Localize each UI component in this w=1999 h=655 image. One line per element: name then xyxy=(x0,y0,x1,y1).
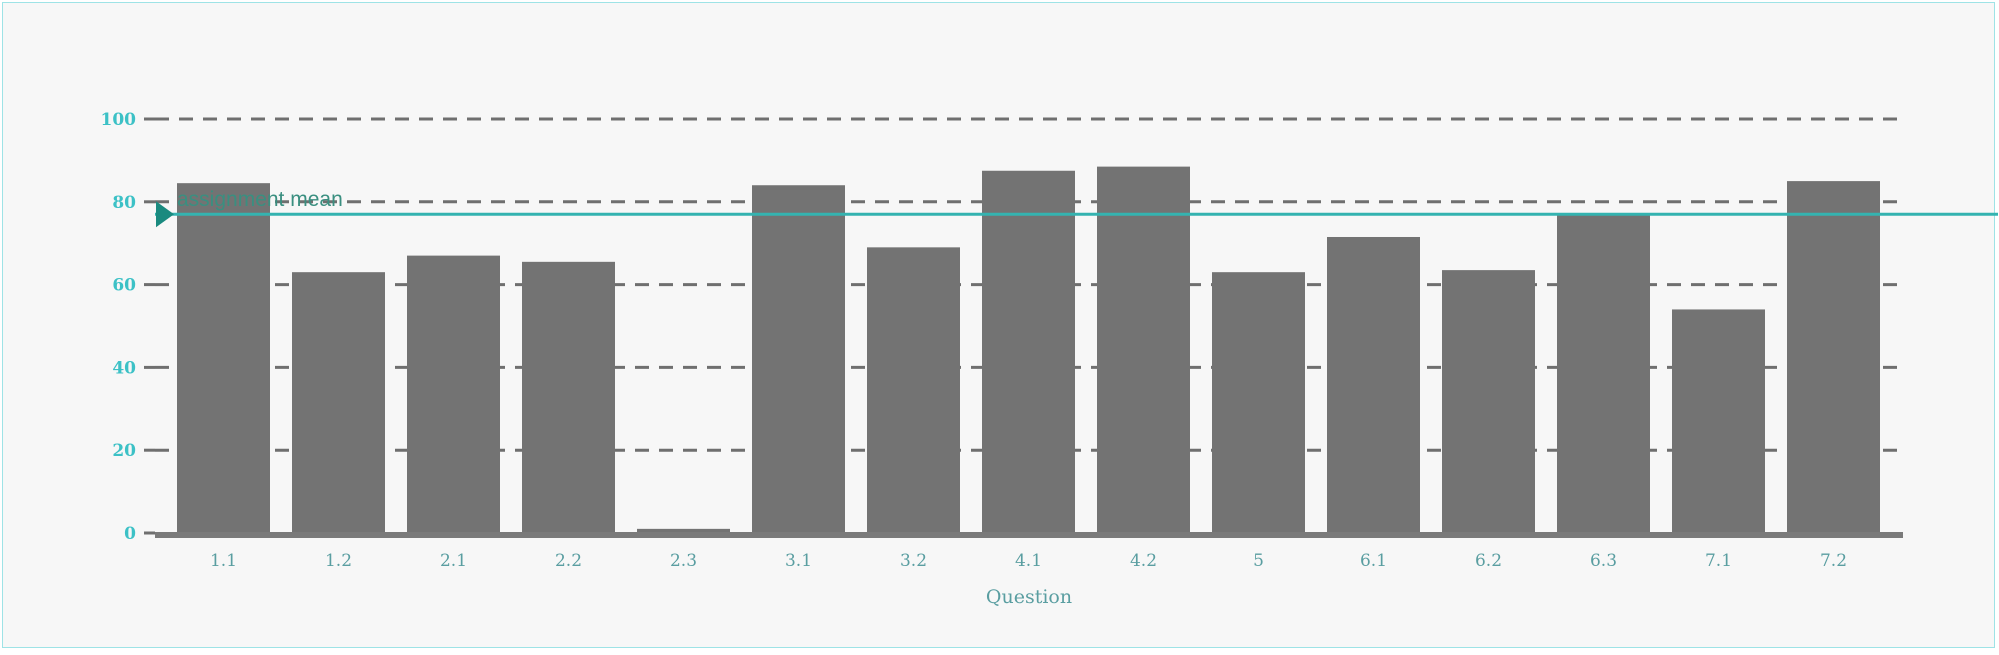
bar xyxy=(522,261,615,533)
y-tick-label: 100 xyxy=(101,110,137,130)
x-tick-label: 5 xyxy=(1253,551,1264,571)
bar xyxy=(292,272,385,533)
y-tick-label: 0 xyxy=(124,524,136,544)
x-tick-label: 1.2 xyxy=(325,551,352,571)
mean-line-label: assignment mean xyxy=(177,188,343,211)
bar xyxy=(752,185,845,534)
bar xyxy=(637,528,730,533)
x-tick-label: 2.3 xyxy=(670,551,697,571)
bar xyxy=(1787,181,1880,533)
bars xyxy=(177,166,1880,534)
x-tick-label: 2.1 xyxy=(440,551,467,571)
y-tick-label: 60 xyxy=(112,276,136,296)
y-tick-label: 80 xyxy=(112,193,136,213)
x-tick-label: 1.1 xyxy=(210,551,237,571)
bar xyxy=(1557,214,1650,533)
bar xyxy=(1672,309,1765,533)
bar xyxy=(1442,270,1535,533)
bar xyxy=(177,183,270,534)
x-tick-label: 3.1 xyxy=(785,551,812,571)
mean-line-group: assignment mean xyxy=(155,188,1998,228)
x-tick-label: 7.1 xyxy=(1705,551,1732,571)
x-tick-label: 6.3 xyxy=(1590,551,1617,571)
bar xyxy=(867,247,960,533)
y-tick-label: 40 xyxy=(112,358,136,378)
x-tick-label: 4.1 xyxy=(1015,551,1042,571)
x-tick-label: 7.2 xyxy=(1820,551,1847,571)
x-tick-label: 6.2 xyxy=(1475,551,1502,571)
bar xyxy=(1212,272,1305,533)
x-tick-label: 4.2 xyxy=(1130,551,1157,571)
x-tick-label: 6.1 xyxy=(1360,551,1387,571)
bar xyxy=(1327,236,1420,534)
x-tick-label: 2.2 xyxy=(555,551,582,571)
bar xyxy=(1097,166,1190,534)
axes: 0 20 40 60 80 100 1.1 1.2 2.1 2.2 2.3 3.1 3.2 4.1 4.2 5… xyxy=(101,110,1903,571)
x-tick-label: 3.2 xyxy=(900,551,927,571)
bar xyxy=(407,255,500,533)
x-axis-baseline xyxy=(155,532,1903,538)
bar xyxy=(982,170,1075,533)
y-tick-label: 20 xyxy=(112,441,136,461)
x-axis-title: Question xyxy=(986,586,1072,608)
mean-marker-icon xyxy=(156,201,174,228)
bar-chart: 0 20 40 60 80 100 1.1 1.2 2.1 2.2 2.3 3.1 3.2 4.1 4.2 5… xyxy=(101,110,1998,608)
